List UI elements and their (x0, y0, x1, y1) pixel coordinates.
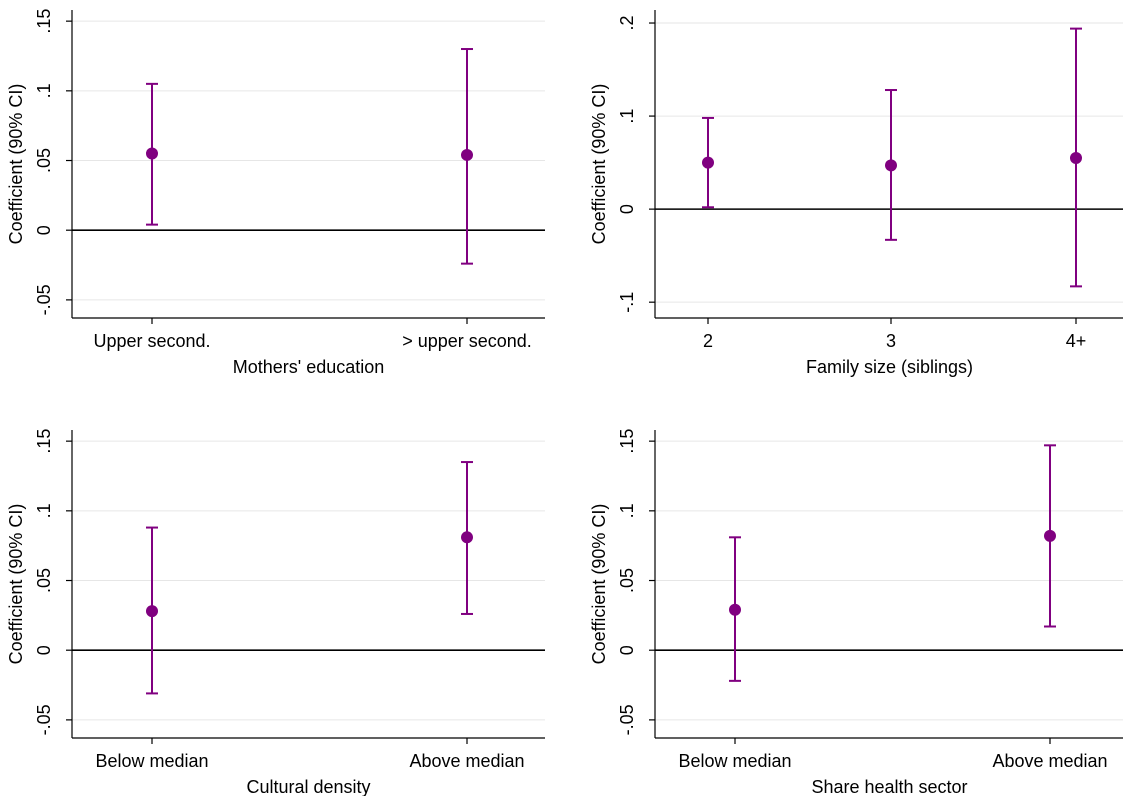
x-tick-label: Above median (409, 751, 524, 771)
y-tick-label: .2 (617, 16, 637, 31)
y-axis-title: Coefficient (90% CI) (589, 84, 609, 245)
panel-4: -.05 0 .05 .1 .15 Coefficient (90% CI) Below m… (589, 429, 1123, 796)
y-tick-label: .1 (617, 109, 637, 124)
x-axis-title: Share health sector (811, 777, 967, 796)
x-tick-label: Below median (678, 751, 791, 771)
y-tick-label: 0 (34, 225, 54, 235)
y-tick-label: .1 (34, 503, 54, 518)
coefficient-point (702, 156, 714, 169)
y-tick-label: -.05 (34, 704, 54, 735)
y-tick-label: 0 (617, 645, 637, 655)
x-axis-title: Cultural density (246, 777, 370, 796)
y-axis-title: Coefficient (90% CI) (6, 504, 26, 665)
y-tick-label: -.1 (617, 292, 637, 313)
x-tick-label: > upper second. (402, 331, 532, 351)
y-tick-label: .1 (617, 503, 637, 518)
panel-3: -.05 0 .05 .1 .15 Coefficient (90% CI) Below m… (6, 429, 545, 796)
x-tick-label: 2 (703, 331, 713, 351)
y-tick-label: -.05 (617, 704, 637, 735)
panel-1: -.05 0 .05 .1 .15 Coefficient (90% CI) Upper s… (6, 9, 545, 377)
x-axis-title: Family size (siblings) (806, 357, 973, 377)
coefficient-point (1044, 529, 1056, 542)
y-tick-label: .1 (34, 83, 54, 98)
x-tick-label: Above median (992, 751, 1107, 771)
y-tick-label: 0 (34, 645, 54, 655)
y-tick-label: .15 (34, 9, 54, 34)
x-tick-label: 3 (886, 331, 896, 351)
panel-2: -.1 0 .1 .2 Coefficient (90% CI) 2 3 4+ Family s… (589, 10, 1123, 377)
coefficient-point (729, 603, 741, 616)
y-axis-title: Coefficient (90% CI) (589, 504, 609, 665)
x-tick-label: 4+ (1066, 331, 1087, 351)
coefficient-point (885, 159, 897, 172)
coefficient-point (461, 531, 473, 544)
y-tick-label: .05 (34, 568, 54, 593)
coefficient-point (1070, 151, 1082, 164)
y-tick-label: .15 (34, 429, 54, 454)
coefficient-point (146, 605, 158, 618)
y-tick-label: .05 (34, 148, 54, 173)
x-tick-label: Upper second. (93, 331, 210, 351)
coefficient-point (461, 148, 473, 161)
y-tick-label: 0 (617, 204, 637, 214)
y-tick-label: .05 (617, 568, 637, 593)
y-tick-label: .15 (617, 429, 637, 454)
x-tick-label: Below median (95, 751, 208, 771)
x-axis-title: Mothers' education (233, 357, 385, 377)
y-tick-label: -.05 (34, 284, 54, 315)
coefficient-point (146, 147, 158, 160)
y-axis-title: Coefficient (90% CI) (6, 84, 26, 245)
